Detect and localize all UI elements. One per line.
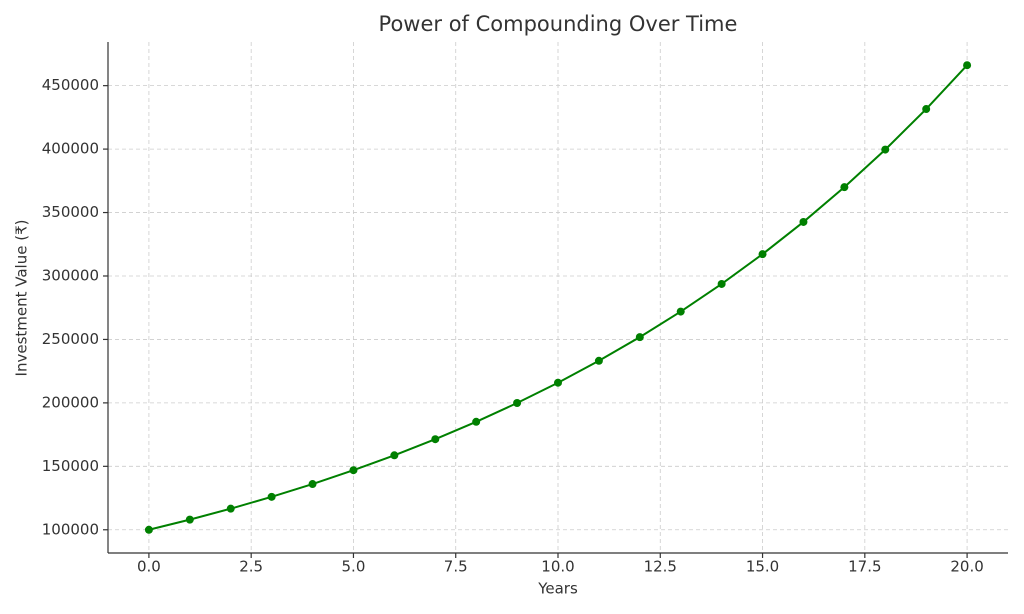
point xyxy=(226,504,235,513)
x-axis-label: Years xyxy=(537,580,578,598)
point xyxy=(758,250,767,259)
point xyxy=(635,333,644,342)
y-tick-label: 100000 xyxy=(42,520,99,538)
point xyxy=(799,217,808,226)
y-tick-label: 200000 xyxy=(42,393,99,411)
point xyxy=(185,515,194,524)
y-tick-label: 300000 xyxy=(42,266,99,284)
point xyxy=(594,356,603,365)
x-tick-label: 0.0 xyxy=(137,558,161,576)
point xyxy=(881,145,890,154)
x-tick-label: 17.5 xyxy=(848,558,881,576)
x-tick-label: 10.0 xyxy=(541,558,574,576)
y-tick-label: 250000 xyxy=(42,330,99,348)
point xyxy=(554,378,562,387)
point xyxy=(717,279,726,288)
point xyxy=(922,105,931,114)
x-tick-label: 12.5 xyxy=(644,558,677,576)
point xyxy=(267,492,276,501)
y-tick-label: 450000 xyxy=(42,76,99,94)
x-tick-label: 2.5 xyxy=(239,558,263,576)
x-tick-label: 20.0 xyxy=(950,558,983,576)
y-tick-label: 350000 xyxy=(42,203,99,221)
point xyxy=(308,480,317,489)
x-tick-label: 15.0 xyxy=(746,558,779,576)
y-axis-label: Investment Value (₹) xyxy=(13,220,31,377)
point xyxy=(840,183,849,192)
y-tick-label: 400000 xyxy=(42,140,99,158)
x-tick-label: 7.5 xyxy=(444,558,468,576)
point xyxy=(144,525,153,534)
point xyxy=(431,435,440,444)
y-tick-label: 150000 xyxy=(42,457,99,475)
point xyxy=(349,466,358,475)
point xyxy=(390,451,399,460)
x-tick-label: 5.0 xyxy=(342,558,366,576)
point xyxy=(963,61,972,70)
chart-title: Power of Compounding Over Time xyxy=(379,12,738,36)
point xyxy=(513,399,522,408)
point xyxy=(676,307,685,316)
point xyxy=(472,417,481,426)
